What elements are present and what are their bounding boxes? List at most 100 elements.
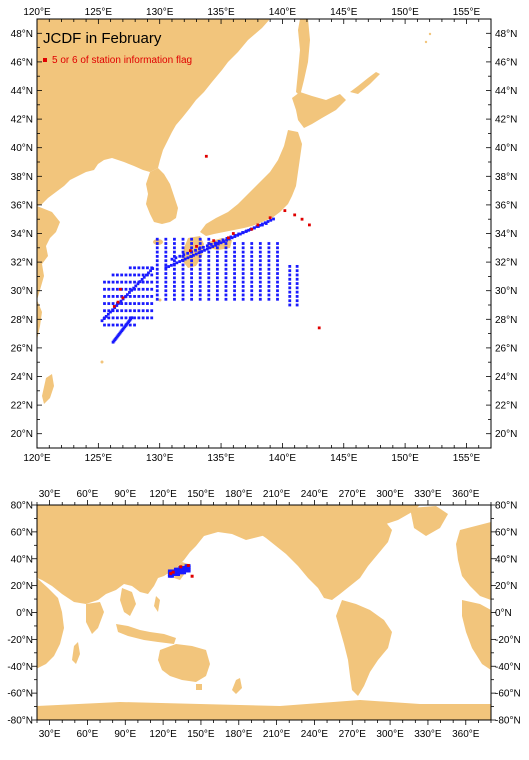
station-marker xyxy=(190,267,194,271)
station-marker xyxy=(258,246,262,250)
station-marker xyxy=(155,242,159,245)
lat-label-right: 44°N xyxy=(495,86,517,97)
station-marker xyxy=(190,293,194,297)
global-lat-label-right: 40°N xyxy=(495,554,517,565)
station-marker xyxy=(137,287,141,291)
flagged-station-marker xyxy=(195,244,198,248)
regional-map-ticks: 120°E 120°E 125°E 125°E 130°E 130°E 135°E 135°E… xyxy=(11,7,518,464)
station-marker xyxy=(267,289,271,293)
station-marker xyxy=(181,293,185,297)
station-marker xyxy=(120,280,124,284)
station-marker xyxy=(128,302,132,305)
station-marker xyxy=(115,304,119,307)
flagged-station-marker xyxy=(204,154,208,158)
station-marker xyxy=(174,256,178,260)
station-marker xyxy=(124,316,128,320)
station-marker xyxy=(215,263,219,267)
station-marker xyxy=(233,246,236,250)
station-marker xyxy=(190,246,194,250)
station-marker xyxy=(175,569,179,573)
station-marker xyxy=(181,567,185,571)
station-marker xyxy=(205,247,209,251)
station-marker xyxy=(267,285,271,288)
station-marker xyxy=(225,238,228,242)
station-marker xyxy=(258,280,262,284)
global-lat-label-left: 60°N xyxy=(11,527,33,538)
station-marker xyxy=(215,276,219,280)
station-marker xyxy=(288,299,292,303)
station-marker xyxy=(107,287,111,291)
station-marker xyxy=(111,280,115,284)
station-marker xyxy=(164,272,168,275)
station-marker xyxy=(229,235,233,239)
station-marker xyxy=(256,225,260,228)
station-marker xyxy=(183,569,187,573)
station-marker xyxy=(115,309,119,313)
global-lat-label-left: 80°N xyxy=(11,501,33,512)
global-lon-label-top: 30°E xyxy=(39,489,61,500)
station-marker xyxy=(276,259,279,263)
station-marker xyxy=(215,250,219,254)
station-marker xyxy=(186,256,190,260)
lon-label-bottom: 150°E xyxy=(391,453,419,464)
station-marker xyxy=(164,254,168,258)
station-marker xyxy=(173,293,176,297)
lon-label-top: 140°E xyxy=(269,7,297,18)
station-marker xyxy=(222,240,226,243)
flagged-station-marker xyxy=(256,223,260,227)
station-marker xyxy=(107,302,111,305)
flagged-station-marker xyxy=(121,296,125,300)
station-marker xyxy=(233,293,236,297)
station-marker xyxy=(173,242,176,245)
lat-label-right: 30°N xyxy=(495,286,517,297)
station-marker xyxy=(233,272,236,275)
station-marker xyxy=(155,297,159,301)
lat-label-left: 40°N xyxy=(11,143,33,154)
station-marker xyxy=(295,303,299,307)
station-marker xyxy=(250,280,254,284)
station-marker xyxy=(233,259,236,263)
station-marker xyxy=(142,275,146,279)
station-marker xyxy=(217,239,221,243)
station-marker xyxy=(181,276,185,280)
station-marker xyxy=(197,251,201,255)
station-marker xyxy=(288,269,292,273)
station-marker xyxy=(187,565,191,569)
station-marker xyxy=(128,295,132,298)
lat-label-right: 48°N xyxy=(495,29,517,40)
station-marker xyxy=(175,571,179,575)
station-marker xyxy=(164,263,168,267)
station-marker xyxy=(173,259,176,263)
station-marker xyxy=(164,285,168,288)
station-marker xyxy=(237,232,241,236)
station-marker xyxy=(215,272,219,275)
station-marker xyxy=(155,267,159,271)
station-marker xyxy=(295,299,299,303)
flagged-station-marker xyxy=(112,305,116,308)
station-marker xyxy=(181,272,185,275)
station-marker xyxy=(255,225,259,228)
lat-label-right: 28°N xyxy=(495,315,517,326)
station-marker xyxy=(155,237,159,241)
station-marker xyxy=(266,220,270,223)
global-lat-label-left: -40°N xyxy=(7,662,33,673)
lat-label-right: 32°N xyxy=(495,258,517,269)
station-marker xyxy=(267,280,271,284)
station-marker xyxy=(241,267,245,271)
station-marker xyxy=(224,263,228,267)
station-marker xyxy=(207,254,211,258)
station-marker xyxy=(288,273,292,277)
station-marker xyxy=(173,285,176,288)
station-marker xyxy=(258,242,262,245)
station-marker xyxy=(181,242,185,245)
station-marker xyxy=(167,569,171,573)
station-marker xyxy=(181,569,185,573)
station-marker xyxy=(215,297,219,301)
station-marker xyxy=(155,272,159,275)
station-marker xyxy=(155,250,159,254)
station-marker xyxy=(241,285,245,288)
flagged-station-marker xyxy=(268,216,272,220)
station-marker xyxy=(173,280,176,284)
map-title: JCDF in February xyxy=(43,30,162,47)
station-marker xyxy=(190,276,194,280)
